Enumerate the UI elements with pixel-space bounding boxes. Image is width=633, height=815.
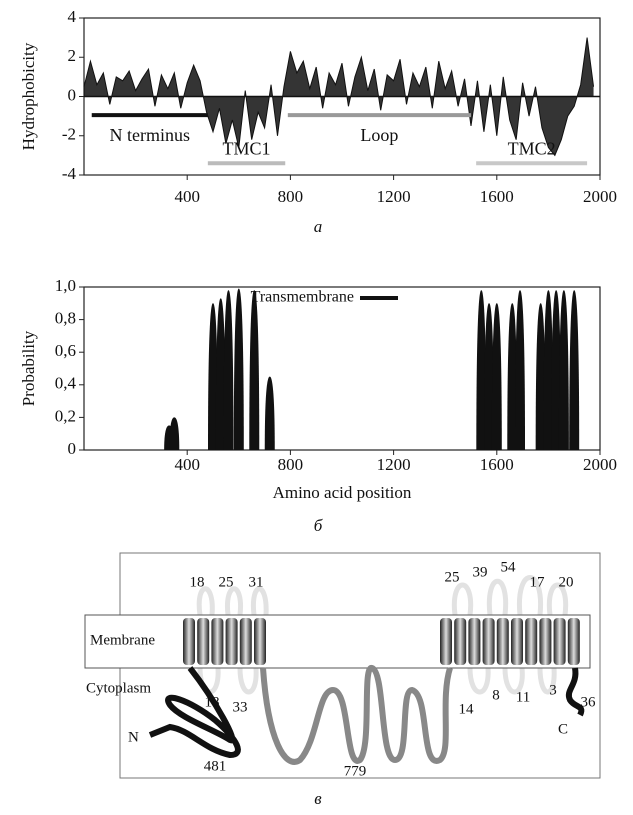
probability-peak [233,288,244,450]
x-tick-label: 2000 [583,455,617,474]
x-tick-label: 2000 [583,187,617,206]
region-label: N terminus [110,125,191,145]
probability-peak [249,290,260,450]
membrane-label: Membrane [90,632,155,648]
loop-length: 39 [473,564,488,580]
x-tick-label: 400 [174,455,200,474]
loop-length: 779 [344,763,367,779]
helix [468,618,481,665]
y-tick-label: 1,0 [55,276,76,295]
helix [440,618,452,665]
helices [183,618,580,665]
x-tick-label: 800 [278,187,304,206]
c-label: C [558,721,568,737]
probability-peak [223,290,234,450]
x-tick-label: 1600 [480,455,514,474]
loop-length: 33 [233,699,248,715]
y-axis-label: Probability [19,330,38,406]
helix [225,618,238,665]
probability-peak [208,303,218,450]
y-axis-label: Hydrophobicity [19,42,38,150]
cytoplasm-label: Cytoplasm [86,680,151,696]
legend-label: Transmembrane [251,289,354,306]
loop-length: 18 [205,694,220,710]
loop-length: 11 [516,689,530,705]
loop-length: 18 [190,574,205,590]
n-terminus-chain [148,666,241,759]
probability-peak [476,290,487,450]
loop-length: 8 [492,687,500,703]
helix [539,618,552,665]
helix [482,618,495,665]
hydrophobicity-line [83,37,595,157]
probability-peak [535,303,546,450]
helix [525,618,538,665]
probability-peak [551,290,562,450]
c-terminus-chain [565,667,585,717]
helix [511,618,523,665]
y-tick-label: 2 [68,46,77,65]
probability-peak [558,290,569,450]
caption: б [314,516,323,535]
caption: а [314,217,323,236]
helix [254,618,266,665]
helix [496,618,509,665]
y-tick-label: 4 [68,7,77,26]
loop-length: 25 [219,574,234,590]
loop-length: 3 [549,682,557,698]
region-label: TMC1 [223,139,271,159]
probability-peak [543,290,554,450]
y-tick-label: 0,4 [55,374,77,393]
x-tick-label: 1200 [377,455,411,474]
y-tick-label: -2 [62,125,76,144]
region-label: TMC2 [508,139,556,159]
helix [239,618,252,665]
loop-chain [260,664,453,765]
y-tick-label: 0 [68,439,77,458]
caption: в [314,789,322,808]
loop-length: 36 [581,694,597,710]
x-tick-label: 1600 [480,187,514,206]
probability-peak [491,303,502,450]
probability-peak [515,290,526,450]
helix [211,618,224,665]
x-tick-label: 400 [174,187,200,206]
y-tick-label: 0,6 [55,341,76,360]
x-tick-label: 1200 [377,187,411,206]
helix [454,618,467,665]
probability-peak [264,376,275,450]
helix [197,618,210,665]
x-axis-label: Amino acid position [273,483,412,502]
topology-diagram: Membrane Cytoplasm N C 18 25 31 25 39 54… [84,552,601,808]
probability-peak [169,417,180,450]
loop-length: 17 [530,574,546,590]
y-tick-label: -4 [62,164,77,183]
region-label: Loop [360,125,398,145]
probability-peak [569,290,580,450]
helix [183,618,195,665]
y-tick-label: 0,2 [55,406,76,425]
probability-peak [484,303,495,450]
loop-length: 25 [445,569,460,585]
x-tick-label: 800 [278,455,304,474]
loop-length: 14 [459,701,475,717]
probability-peak [507,303,518,450]
probability-peak [215,298,226,450]
loop-length: 31 [249,574,264,590]
loop-length: 54 [501,559,517,575]
y-tick-label: 0,8 [55,309,76,328]
loop-length: 20 [559,574,574,590]
n-label: N [128,729,139,745]
plot-frame [83,286,601,451]
loop-length: 481 [204,758,227,774]
helix [553,618,566,665]
helix [567,618,580,665]
y-tick-label: 0 [68,85,77,104]
